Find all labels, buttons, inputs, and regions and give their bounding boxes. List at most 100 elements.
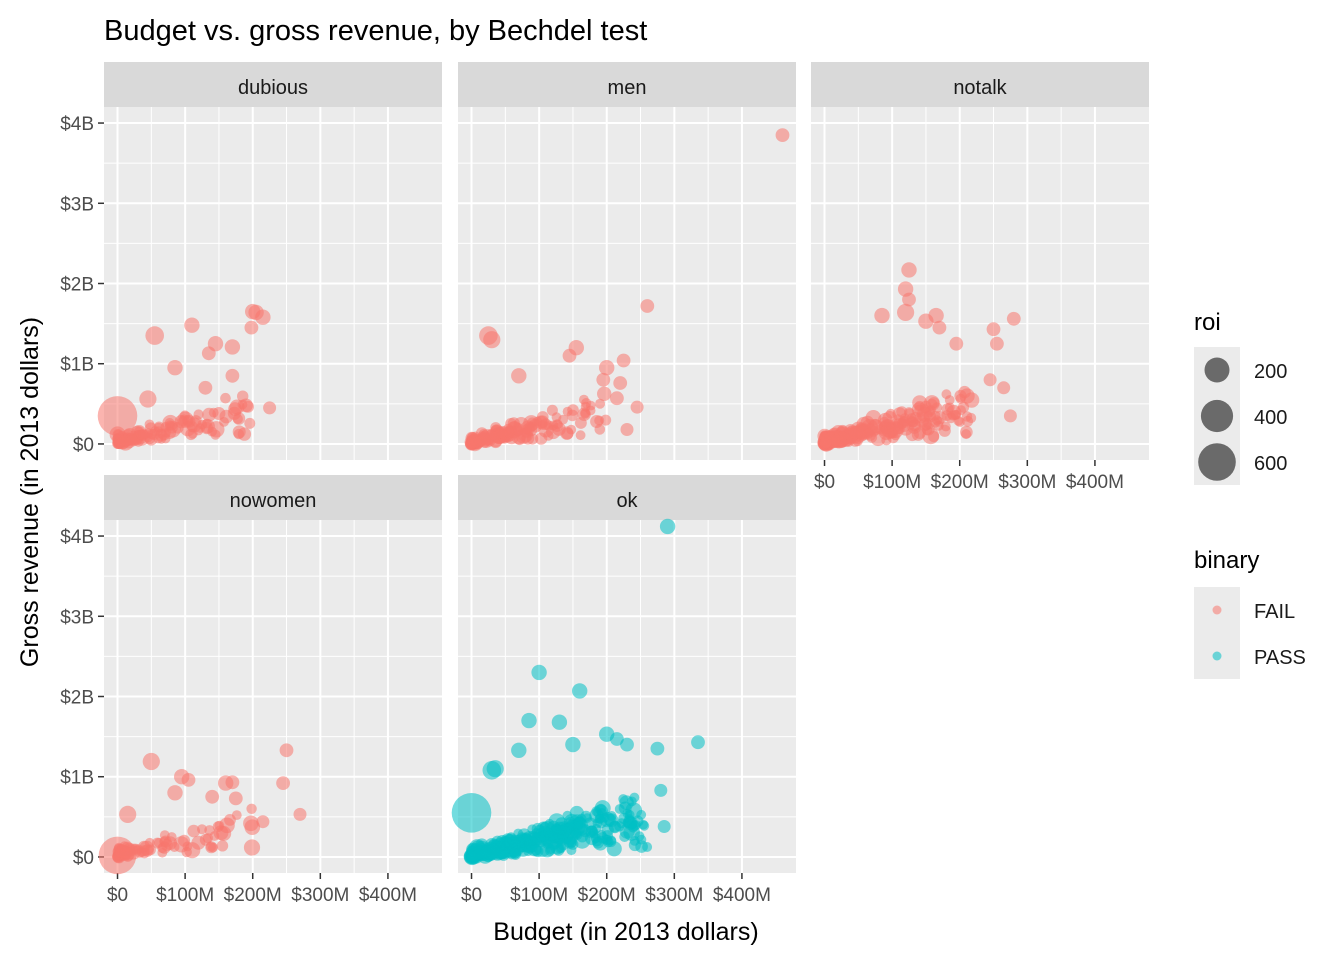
legend-color-title: binary (1194, 547, 1259, 574)
data-point (885, 408, 896, 419)
data-point (145, 326, 164, 345)
x-axis-title: Budget (in 2013 dollars) (493, 918, 758, 946)
data-point (830, 434, 841, 444)
x-tick-label: $0 (814, 472, 835, 493)
data-point (237, 390, 249, 402)
data-point (932, 320, 947, 335)
y-tick-label: $4B (60, 527, 94, 548)
data-point (990, 336, 1004, 351)
data-point (918, 313, 934, 329)
data-point (187, 824, 200, 838)
data-point (205, 789, 220, 804)
data-point (901, 262, 917, 278)
x-tick-label: $100M (863, 472, 921, 493)
data-point (279, 743, 294, 758)
data-point (551, 714, 568, 730)
data-point (879, 426, 889, 437)
facet-strip (458, 62, 796, 107)
x-tick-label: $100M (510, 885, 568, 906)
data-point (97, 396, 138, 436)
legend-size-label: 200 (1254, 361, 1287, 383)
data-point (691, 735, 705, 750)
data-point (551, 412, 562, 423)
data-point (592, 818, 603, 829)
data-point (575, 417, 587, 429)
data-point (209, 831, 220, 841)
data-point (208, 407, 219, 418)
data-point (144, 419, 155, 430)
data-point (513, 433, 526, 446)
data-point (224, 339, 241, 355)
data-point (167, 785, 183, 801)
data-point (225, 775, 240, 790)
data-point (256, 815, 270, 829)
legend-size-key (1200, 399, 1234, 433)
data-point (597, 386, 612, 401)
y-axis-title: Gross revenue (in 2013 dollars) (16, 317, 44, 667)
data-point (582, 813, 592, 824)
facet-strip (811, 62, 1149, 107)
data-point (467, 438, 477, 449)
data-point (575, 430, 586, 441)
data-point (864, 427, 875, 438)
data-point (619, 831, 630, 842)
data-point (201, 346, 216, 361)
data-point (481, 436, 491, 447)
data-point (244, 320, 259, 335)
data-point (237, 399, 248, 410)
facet-panel-dubious: dubious $0 $1B $2B $3B $4B (60, 62, 442, 460)
data-point (659, 518, 676, 535)
data-point (642, 842, 653, 852)
data-point (495, 842, 505, 852)
x-tick-label: $400M (1066, 472, 1124, 493)
data-point (614, 804, 625, 814)
data-point (775, 128, 790, 143)
data-point (193, 409, 204, 420)
data-point (572, 683, 588, 699)
data-point (184, 317, 200, 333)
y-tick-label: $0 (73, 435, 94, 456)
data-point (897, 303, 915, 321)
data-point (167, 360, 183, 376)
data-point (562, 406, 573, 417)
data-point (243, 839, 261, 856)
legend: roi 200 400 600 binary FAIL PASS (1194, 309, 1306, 679)
facet-strip (104, 62, 442, 107)
legend-size-key (1204, 357, 1230, 383)
y-tick-label: $2B (60, 688, 94, 709)
y-tick-label: $3B (60, 607, 94, 628)
facet-strip (104, 475, 442, 520)
data-point (566, 424, 577, 435)
data-point (610, 732, 624, 746)
data-point (144, 837, 155, 848)
data-point (599, 360, 615, 376)
data-point (220, 392, 231, 404)
data-point (928, 431, 940, 443)
data-point (219, 417, 229, 427)
facet-panels: dubious $0 $1B $2B $3B $4B men notalk $0 $100M $20… (60, 62, 1149, 906)
data-point (616, 353, 631, 368)
data-point (202, 418, 212, 429)
y-tick-label: $1B (60, 355, 94, 376)
data-point (543, 430, 554, 441)
data-point (966, 412, 977, 424)
data-point (490, 431, 501, 442)
data-point (132, 845, 143, 856)
data-point (594, 415, 605, 426)
data-point (634, 831, 645, 842)
data-point (874, 307, 890, 324)
data-point (548, 420, 559, 431)
y-tick-label: $4B (60, 114, 94, 135)
data-point (596, 803, 606, 814)
chart-title: Budget vs. gross revenue, by Bechdel tes… (104, 15, 647, 47)
data-point (483, 331, 501, 349)
data-point (451, 793, 492, 833)
x-tick-label: $300M (645, 885, 703, 906)
data-point (198, 380, 213, 395)
data-point (119, 805, 137, 824)
data-point (997, 381, 1011, 395)
y-tick-label: $0 (73, 848, 94, 869)
data-point (233, 428, 244, 440)
data-point (555, 843, 565, 854)
data-point (562, 348, 577, 363)
